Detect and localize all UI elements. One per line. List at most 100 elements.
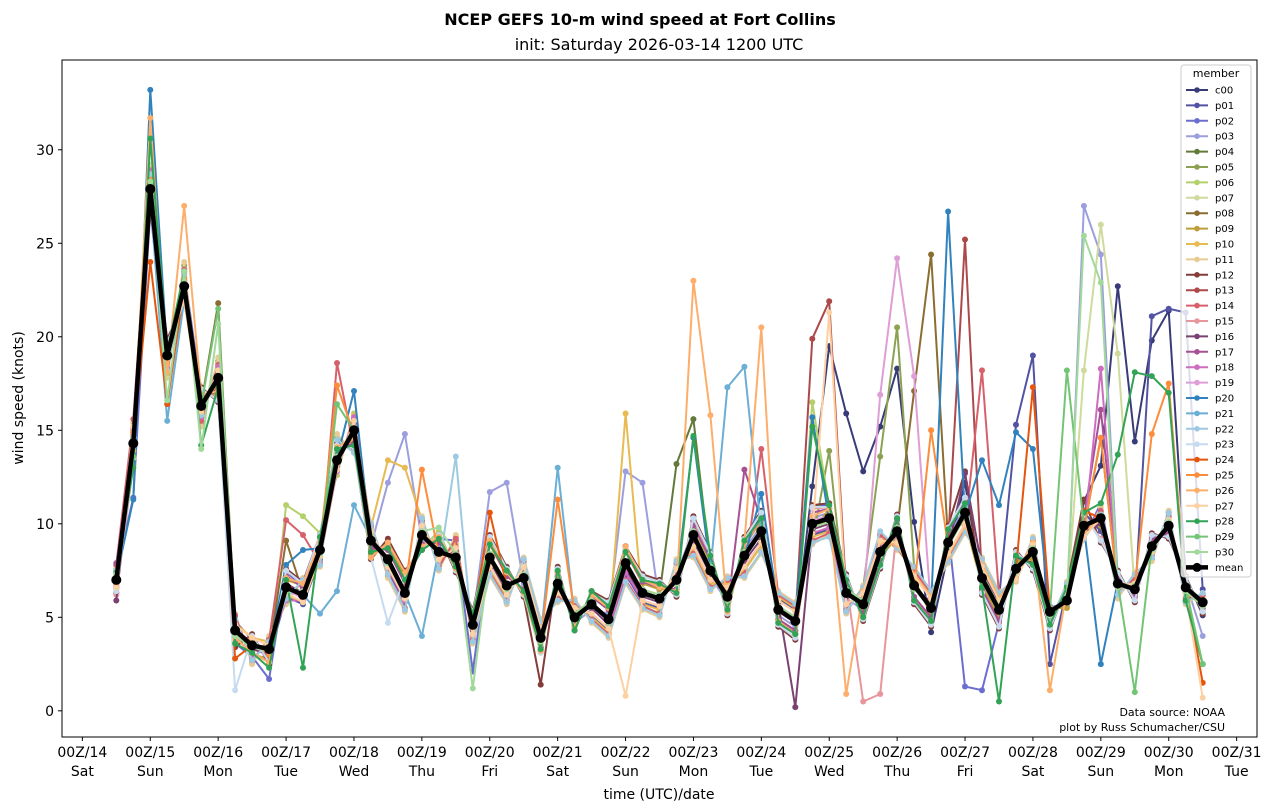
plot-frame bbox=[61, 59, 1258, 738]
legend-label: p05 bbox=[1215, 163, 1234, 174]
x-tick-dow: Mon bbox=[203, 764, 233, 780]
point-p27-28 bbox=[588, 610, 595, 617]
point-mean-62 bbox=[1163, 520, 1174, 531]
point-p22-30 bbox=[622, 578, 629, 585]
point-mean-60 bbox=[1129, 584, 1140, 595]
x-tick-label: 00Z/15 bbox=[125, 745, 175, 761]
point-mean-14 bbox=[349, 425, 359, 436]
x-axis-label: time (UTC)/date bbox=[603, 787, 714, 803]
point-mean-10 bbox=[281, 582, 292, 593]
point-mean-54 bbox=[1027, 546, 1038, 557]
point-mean-30 bbox=[620, 558, 631, 569]
y-axis-label: wind speed (knots) bbox=[11, 331, 27, 465]
legend-label: p16 bbox=[1215, 332, 1234, 343]
point-p01-62 bbox=[1165, 305, 1172, 312]
legend-marker bbox=[1194, 487, 1200, 494]
legend-marker bbox=[1194, 241, 1200, 247]
legend-marker bbox=[1194, 518, 1200, 524]
point-p28-22 bbox=[486, 541, 493, 548]
legend-marker bbox=[1194, 533, 1200, 540]
x-tick-label: 00Z/29 bbox=[1076, 745, 1126, 761]
legend-title: member bbox=[1193, 67, 1240, 80]
point-p10-16 bbox=[384, 457, 391, 464]
legend-item-p26: p26 bbox=[1186, 486, 1234, 497]
point-p08-6 bbox=[215, 300, 222, 307]
point-p23-7 bbox=[232, 687, 239, 694]
point-mean-57 bbox=[1078, 520, 1089, 531]
point-p28-60 bbox=[1131, 369, 1138, 376]
point-mean-9 bbox=[264, 644, 275, 655]
point-p28-28 bbox=[588, 588, 595, 595]
point-p14-13 bbox=[334, 360, 340, 366]
point-mean-28 bbox=[586, 599, 597, 610]
legend-marker bbox=[1194, 472, 1200, 478]
legend-item-p12: p12 bbox=[1186, 270, 1234, 281]
point-p28-39 bbox=[775, 619, 782, 626]
legend-item-p01: p01 bbox=[1186, 101, 1234, 112]
x-tick-label: 00Z/16 bbox=[193, 745, 243, 761]
y-tick-label: 15 bbox=[36, 423, 54, 439]
point-mean-18 bbox=[416, 530, 427, 540]
point-p22-36 bbox=[724, 575, 731, 581]
point-p27-19 bbox=[435, 556, 442, 563]
legend-marker bbox=[1194, 426, 1200, 432]
legend-label: p22 bbox=[1215, 424, 1234, 435]
x-tick-dow: Mon bbox=[679, 764, 709, 780]
point-p20-49 bbox=[945, 208, 952, 215]
legend-label: p24 bbox=[1215, 455, 1234, 466]
point-p30-3 bbox=[164, 397, 171, 404]
point-mean-49 bbox=[943, 537, 954, 548]
legend-label: p18 bbox=[1215, 363, 1234, 374]
point-p02-50 bbox=[962, 683, 968, 690]
point-p22-64 bbox=[1199, 590, 1206, 596]
point-p14-51 bbox=[979, 367, 985, 374]
legend-label: p21 bbox=[1215, 409, 1234, 420]
point-p30-4 bbox=[181, 268, 188, 275]
point-p27-18 bbox=[418, 522, 425, 529]
legend-item-p06: p06 bbox=[1186, 178, 1234, 189]
point-p20-2 bbox=[147, 86, 154, 93]
x-tick-label: 00Z/31 bbox=[1212, 745, 1262, 761]
point-p30-5 bbox=[198, 446, 205, 452]
point-mean-24 bbox=[518, 573, 529, 583]
legend-item-p17: p17 bbox=[1186, 347, 1234, 358]
point-mean-17 bbox=[399, 588, 410, 598]
legend-item-p18: p18 bbox=[1186, 363, 1234, 374]
legend-label: p09 bbox=[1215, 224, 1234, 235]
point-p06-11 bbox=[300, 513, 306, 520]
y-tick-label: 20 bbox=[36, 330, 54, 346]
x-tick-dow: Fri bbox=[957, 764, 974, 780]
point-p12-25 bbox=[537, 681, 544, 688]
point-mean-21 bbox=[467, 619, 478, 630]
legend-item-p15: p15 bbox=[1186, 317, 1234, 328]
legend-item-p25: p25 bbox=[1186, 471, 1234, 482]
point-p26-55 bbox=[1046, 687, 1053, 694]
point-p20-58 bbox=[1097, 661, 1104, 668]
point-p27-21 bbox=[469, 631, 476, 638]
point-mean-11 bbox=[298, 589, 308, 600]
legend-label: p12 bbox=[1215, 270, 1234, 281]
point-p01-61 bbox=[1148, 313, 1155, 320]
legend-item-p27: p27 bbox=[1186, 501, 1234, 512]
legend-item-p23: p23 bbox=[1186, 440, 1234, 451]
point-p27-30 bbox=[622, 692, 629, 699]
point-p28-27 bbox=[571, 627, 578, 634]
legend-marker bbox=[1194, 503, 1200, 509]
x-tick-label: 00Z/14 bbox=[57, 745, 107, 761]
legend-marker bbox=[1194, 225, 1200, 232]
point-p06-10 bbox=[283, 502, 290, 509]
point-p28-47 bbox=[911, 597, 918, 604]
legend-marker bbox=[1194, 164, 1200, 170]
point-p21-36 bbox=[724, 384, 731, 391]
x-tick-label: 00Z/17 bbox=[261, 745, 311, 761]
point-p17-37 bbox=[741, 466, 748, 473]
legend-marker bbox=[1194, 456, 1200, 463]
series-mean bbox=[111, 184, 1208, 655]
legend-marker bbox=[1194, 179, 1200, 186]
point-p28-50 bbox=[962, 500, 968, 507]
legend-item-p19: p19 bbox=[1186, 378, 1234, 389]
chart-title: NCEP GEFS 10-m wind speed at Fort Collin… bbox=[444, 10, 835, 29]
point-c00-41 bbox=[809, 483, 816, 490]
legend-item-p07: p07 bbox=[1186, 193, 1234, 204]
